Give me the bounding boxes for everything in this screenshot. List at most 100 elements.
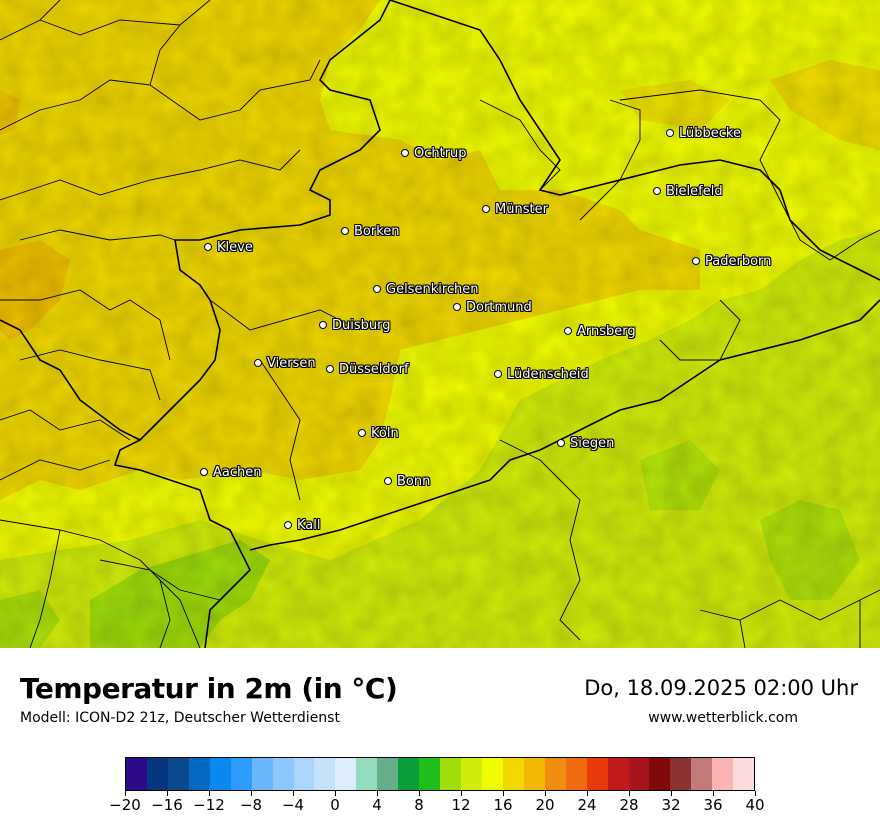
city-dot [319, 320, 327, 329]
legend-tick-label: −8 [239, 796, 263, 814]
legend-swatch [481, 758, 503, 790]
city-label: Bielefeld [653, 184, 723, 200]
legend-swatch [691, 758, 713, 790]
city-dot [653, 186, 661, 195]
texture-overlay [0, 0, 880, 648]
city-label: Lüdenscheid [494, 367, 589, 383]
color-scale-ticks: −20 −16 −12 −8 −4 0 4 8 12 16 20 24 28 32 36 40 [0, 791, 880, 821]
map-footer: Temperatur in 2m (in °C) Modell: ICON-D2… [0, 648, 880, 830]
legend-tick [544, 791, 546, 796]
city-label: Arnsberg [564, 324, 636, 340]
legend-swatch [293, 758, 315, 790]
legend-swatch [607, 758, 629, 790]
legend-tick [712, 791, 714, 796]
state-borders [0, 0, 880, 648]
city-dot [557, 438, 565, 447]
legend-tick-label: 16 [493, 796, 513, 814]
legend-tick [124, 791, 126, 796]
legend-tick-label: 8 [414, 796, 424, 814]
legend-swatch [712, 758, 734, 790]
city-label: Münster [482, 202, 548, 218]
legend-tick-label: −20 [109, 796, 141, 814]
city-dot [284, 520, 292, 529]
legend-tick [586, 791, 588, 796]
city-dot [482, 204, 490, 213]
legend-swatch [523, 758, 545, 790]
legend-tick-label: 4 [372, 796, 382, 814]
city-dot [692, 256, 700, 265]
legend-swatch [209, 758, 231, 790]
legend-tick [502, 791, 504, 796]
legend-swatch [502, 758, 524, 790]
legend-tick-label: 28 [619, 796, 639, 814]
legend-tick-label: −16 [151, 796, 183, 814]
legend-tick-label: 24 [577, 796, 597, 814]
legend-tick [628, 791, 630, 796]
city-label: Lübbecke [666, 126, 741, 142]
legend-swatch [670, 758, 692, 790]
city-label: Borken [341, 224, 400, 240]
legend-swatch [126, 758, 147, 790]
legend-tick [460, 791, 462, 796]
legend-swatch [440, 758, 461, 790]
legend-swatch [335, 758, 357, 790]
legend-swatch [649, 758, 671, 790]
legend-tick-label: −4 [281, 796, 305, 814]
city-dot [453, 302, 461, 311]
city-dot [326, 364, 334, 373]
city-label: Düsseldorf [326, 362, 409, 378]
city-dot [358, 428, 366, 437]
legend-swatch [314, 758, 336, 790]
city-dot [254, 358, 262, 367]
city-label: Kleve [204, 240, 253, 256]
legend-swatch [461, 758, 482, 790]
legend-tick [418, 791, 420, 796]
legend-swatch [565, 758, 587, 790]
legend-tick [292, 791, 294, 796]
legend-swatch [146, 758, 168, 790]
city-label: Duisburg [319, 318, 391, 334]
legend-swatch [251, 758, 273, 790]
color-scale-legend [125, 757, 755, 791]
legend-tick [166, 791, 168, 796]
temperature-map: Lübbecke Ochtrup Bielefeld Münster Borke… [0, 0, 880, 648]
legend-swatch [188, 758, 210, 790]
legend-swatch [419, 758, 441, 790]
legend-tick [670, 791, 672, 796]
district-borders [0, 0, 880, 648]
model-info: Modell: ICON-D2 21z, Deutscher Wetterdie… [20, 710, 340, 726]
map-title: Temperatur in 2m (in °C) [20, 672, 398, 705]
legend-tick-label: 32 [661, 796, 681, 814]
legend-tick-label: 36 [703, 796, 723, 814]
city-dot [373, 284, 381, 293]
city-dot [200, 467, 208, 476]
legend-swatch [628, 758, 650, 790]
city-label: Kall [284, 518, 321, 534]
city-label: Bonn [384, 474, 430, 490]
legend-swatch [167, 758, 189, 790]
city-label: Paderborn [692, 254, 771, 270]
city-dot [401, 148, 409, 157]
legend-swatch [586, 758, 608, 790]
city-dot [564, 326, 572, 335]
legend-tick-label: 0 [330, 796, 340, 814]
city-label: Dortmund [453, 300, 532, 316]
legend-tick-label: −12 [193, 796, 225, 814]
city-dot [341, 226, 349, 235]
legend-swatch [272, 758, 294, 790]
legend-tick [208, 791, 210, 796]
city-dot [384, 476, 392, 485]
legend-swatch [398, 758, 420, 790]
city-label: Siegen [557, 436, 614, 452]
city-dot [666, 128, 674, 137]
legend-tick-label: 12 [451, 796, 471, 814]
legend-swatch [544, 758, 566, 790]
website-link[interactable]: www.wetterblick.com [648, 710, 798, 726]
city-dot [494, 369, 502, 378]
legend-tick-label: 40 [745, 796, 765, 814]
city-label: Viersen [254, 356, 316, 372]
city-label: Köln [358, 426, 399, 442]
city-label: Gelsenkirchen [373, 282, 479, 298]
legend-swatch [230, 758, 252, 790]
legend-tick-label: 20 [535, 796, 555, 814]
